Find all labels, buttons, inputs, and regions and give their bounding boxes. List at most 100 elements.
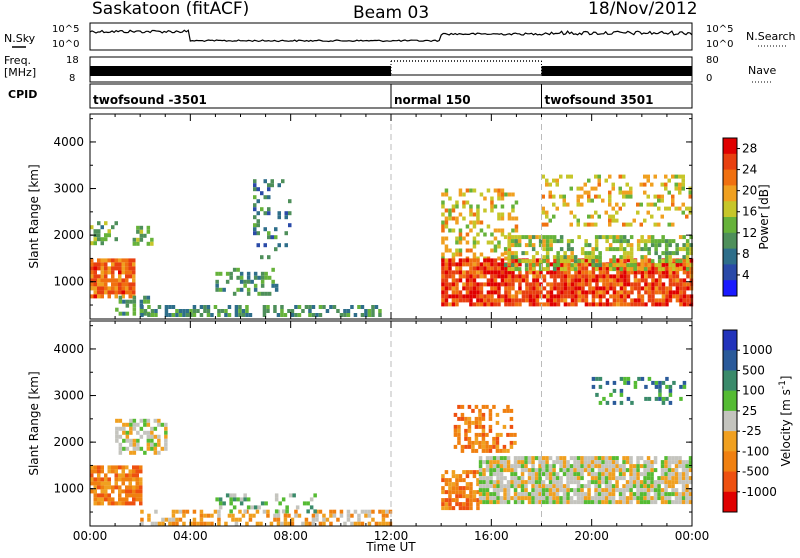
heatmap-cell bbox=[654, 298, 659, 303]
heatmap-cell bbox=[462, 478, 466, 483]
heatmap-cell bbox=[688, 476, 693, 481]
heatmap-cell bbox=[462, 258, 466, 263]
heatmap-cell bbox=[444, 294, 449, 299]
heatmap-cell bbox=[462, 494, 466, 499]
heatmap-cell bbox=[597, 178, 601, 183]
heatmap-cell bbox=[462, 262, 466, 267]
heatmap-cell bbox=[503, 484, 507, 489]
heatmap-cell bbox=[576, 194, 580, 199]
heatmap-cell bbox=[643, 255, 648, 260]
heatmap-cell bbox=[602, 262, 606, 267]
heatmap-cell bbox=[490, 208, 494, 213]
heatmap-cell bbox=[598, 263, 602, 268]
heatmap-cell bbox=[597, 496, 602, 501]
heatmap-cell bbox=[633, 302, 638, 307]
heatmap-cell bbox=[483, 266, 487, 271]
heatmap-cell bbox=[464, 420, 468, 425]
heatmap-cell bbox=[514, 200, 519, 205]
heatmap-cell bbox=[271, 267, 275, 272]
heatmap-cell bbox=[478, 432, 482, 437]
heatmap-cell bbox=[612, 380, 617, 385]
heatmap-cell bbox=[556, 286, 561, 291]
heatmap-cell bbox=[125, 258, 129, 263]
heatmap-cell bbox=[492, 492, 497, 497]
heatmap-cell bbox=[654, 282, 659, 287]
heatmap-cell bbox=[548, 480, 553, 485]
heatmap-cell bbox=[97, 465, 101, 470]
heatmap-cell bbox=[97, 282, 101, 287]
heatmap-cell bbox=[524, 488, 528, 493]
heatmap-cell bbox=[157, 434, 161, 439]
heatmap-cell bbox=[563, 259, 567, 264]
heatmap-cell bbox=[488, 412, 493, 417]
heatmap-cell bbox=[626, 243, 630, 248]
heatmap-cell bbox=[239, 279, 244, 284]
heatmap-cell bbox=[535, 262, 540, 267]
heatmap-cell bbox=[584, 255, 588, 260]
heatmap-cell bbox=[542, 278, 547, 283]
heatmap-cell bbox=[185, 509, 190, 514]
heatmap-cell bbox=[185, 313, 190, 317]
heatmap-cell bbox=[467, 420, 472, 425]
x-tick-label: 16:00 bbox=[474, 529, 509, 543]
heatmap-cell bbox=[605, 247, 609, 252]
heatmap-cell bbox=[667, 492, 672, 497]
heatmap-cell bbox=[495, 432, 500, 437]
heatmap-cell bbox=[658, 270, 662, 275]
heatmap-cell bbox=[90, 266, 94, 271]
heatmap-cell bbox=[455, 294, 459, 299]
heatmap-cell bbox=[532, 290, 536, 295]
heatmap-cell bbox=[650, 500, 654, 505]
heatmap-cell bbox=[107, 266, 111, 271]
heatmap-cell bbox=[675, 262, 680, 267]
heatmap-cell bbox=[587, 496, 591, 501]
heatmap-cell bbox=[644, 384, 648, 389]
heatmap-cell bbox=[576, 468, 581, 473]
heatmap-cell bbox=[667, 206, 671, 211]
heatmap-cell bbox=[685, 263, 690, 268]
heatmap-cell bbox=[311, 305, 316, 309]
heatmap-cell bbox=[121, 258, 125, 263]
heatmap-cell bbox=[583, 222, 587, 227]
heatmap-cell bbox=[444, 286, 449, 291]
heatmap-cell bbox=[573, 263, 578, 268]
heatmap-cell bbox=[576, 496, 581, 501]
heatmap-cell bbox=[583, 182, 587, 187]
heatmap-cell bbox=[489, 480, 493, 485]
heatmap-cell bbox=[560, 274, 564, 279]
heatmap-cell bbox=[651, 290, 655, 295]
heatmap-cell bbox=[573, 460, 577, 465]
heatmap-cell bbox=[595, 274, 599, 279]
heatmap-cell bbox=[524, 480, 528, 485]
heatmap-cell bbox=[538, 464, 542, 469]
heatmap-cell bbox=[90, 469, 94, 474]
heatmap-cell bbox=[506, 496, 511, 501]
heatmap-cell bbox=[511, 302, 515, 307]
heatmap-cell bbox=[570, 274, 575, 279]
heatmap-cell bbox=[541, 222, 545, 227]
heatmap-cell bbox=[150, 446, 154, 451]
heatmap-cell bbox=[97, 481, 101, 486]
heatmap-cell bbox=[482, 476, 486, 481]
heatmap-cell bbox=[125, 501, 129, 506]
heatmap-cell bbox=[668, 278, 673, 283]
heatmap-cell bbox=[107, 497, 111, 502]
heatmap-cell bbox=[653, 496, 658, 501]
heatmap-cell bbox=[471, 420, 475, 425]
heatmap-cell bbox=[685, 496, 689, 501]
heatmap-cell bbox=[559, 235, 564, 240]
heatmap-cell bbox=[616, 278, 620, 283]
heatmap-cell bbox=[465, 474, 470, 479]
heatmap-cell bbox=[518, 274, 522, 279]
heatmap-cell bbox=[675, 274, 680, 279]
heatmap-cell bbox=[469, 470, 473, 475]
heatmap-cell bbox=[136, 430, 140, 435]
heatmap-cell bbox=[111, 286, 115, 291]
heatmap-cell bbox=[462, 298, 466, 303]
heatmap-cell bbox=[479, 262, 484, 267]
heatmap-cell bbox=[549, 239, 553, 244]
heatmap-cell bbox=[490, 294, 494, 299]
heatmap-cell bbox=[555, 488, 560, 493]
heatmap-cell bbox=[587, 214, 591, 219]
heatmap-cell bbox=[525, 274, 529, 279]
